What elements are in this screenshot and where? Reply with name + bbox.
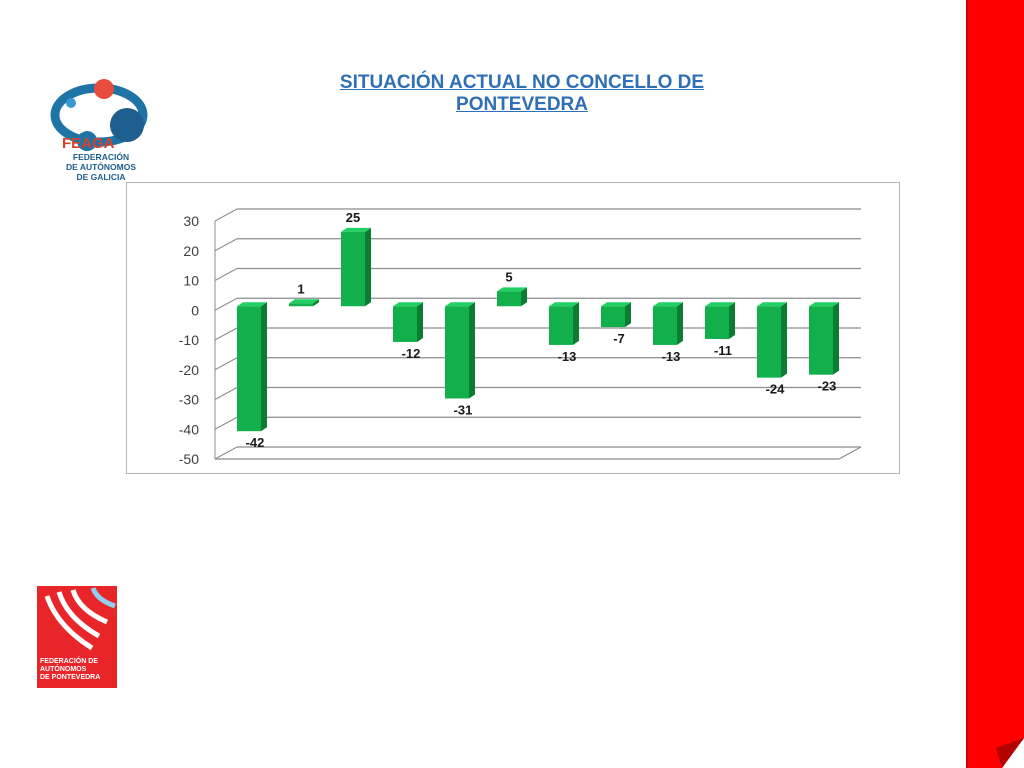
bar-top: [445, 302, 475, 307]
bar-side: [781, 302, 787, 378]
bar: [653, 306, 677, 345]
data-label: -13: [558, 349, 577, 364]
y-tick-label: -50: [179, 451, 199, 467]
bar-top: [497, 287, 527, 292]
bar: [809, 306, 833, 375]
bar-top: [393, 302, 423, 307]
feaga-subtitle-line: DE GALICIA: [76, 172, 126, 182]
gridline-diagonal: [214, 446, 238, 460]
bar: [757, 306, 781, 378]
y-tick-label: 30: [183, 213, 199, 229]
pontevedra-logo: [37, 586, 117, 688]
gridline-diagonal: [214, 416, 238, 430]
bar: [705, 306, 729, 339]
y-tick-label: -20: [179, 362, 199, 378]
bar-side: [417, 302, 423, 342]
slide-title: SITUACIÓN ACTUAL NO CONCELLO DE PONTEVED…: [339, 72, 705, 115]
data-label: 25: [346, 210, 360, 225]
y-tick-label: -10: [179, 332, 199, 348]
feaga-emblem: [50, 79, 148, 151]
gridline-diagonal: [214, 268, 238, 281]
bar-top: [809, 302, 839, 307]
y-tick-label: -30: [179, 392, 199, 408]
data-label: -31: [454, 402, 473, 417]
data-label: 5: [505, 269, 512, 284]
bar-top: [237, 302, 267, 307]
bar-side: [729, 302, 735, 339]
bar-top: [757, 302, 787, 307]
bar-top: [601, 302, 631, 307]
red-sidebar: [966, 0, 1024, 768]
y-tick-label: 10: [183, 273, 199, 289]
bar-side: [365, 227, 371, 307]
bar: [601, 306, 625, 328]
feaga-subtitle-line: FEDERACIÓN: [72, 152, 130, 162]
bar-side: [261, 302, 267, 432]
data-label: -24: [766, 382, 786, 397]
bar-side: [833, 302, 839, 375]
data-label: -23: [818, 379, 837, 394]
gridline-diagonal: [214, 327, 238, 341]
bar-side: [313, 299, 319, 307]
data-label: -42: [246, 435, 265, 450]
bar: [289, 303, 313, 307]
bar: [445, 306, 469, 399]
bar-top: [341, 227, 371, 232]
data-label: -13: [662, 349, 681, 364]
bar: [393, 306, 417, 342]
chart-frame: 30 20 10 0 -10 -20 -30 -40 -50 -42 1 25 -12 -31 5 -13 -7…: [126, 182, 900, 474]
floor-right: [838, 446, 862, 460]
y-tick-label: 20: [183, 243, 199, 259]
data-label: -11: [714, 343, 732, 358]
bar-top: [705, 302, 735, 307]
pontevedra-logo-line: AUTÓNOMOS: [40, 666, 87, 673]
pontevedra-logo-line: FEDERACIÓN DE: [40, 658, 98, 665]
bar-side: [625, 302, 631, 328]
bar: [237, 306, 261, 432]
bar-side: [677, 302, 683, 345]
gridline-diagonal: [214, 387, 238, 400]
pontevedra-logo-text: FEDERACIÓN DE AUTÓNOMOS DE PONTEVEDRA: [40, 658, 115, 682]
y-tick-label: -40: [179, 421, 199, 437]
bar-chart: 30 20 10 0 -10 -20 -30 -40 -50 -42 1 25 -12 -31 5 -13 -7…: [179, 208, 862, 467]
bar-top: [653, 302, 683, 307]
gridline-diagonal: [214, 208, 238, 222]
bar: [341, 231, 365, 307]
data-label: -7: [613, 331, 625, 346]
gridline-diagonal: [214, 238, 238, 252]
bar: [549, 306, 573, 345]
bar-side: [469, 302, 475, 399]
data-label: 1: [297, 281, 304, 296]
bar: [497, 291, 521, 307]
feaga-subtitle-line: DE AUTÓNOMOS: [65, 162, 137, 172]
feaga-name: FEAGA: [62, 135, 115, 152]
y-tick-label: 0: [191, 302, 199, 318]
gridline-diagonal: [214, 297, 238, 311]
gridline-diagonal: [214, 357, 238, 371]
bar-top: [289, 299, 319, 304]
feaga-subtitle: FEDERACIÓN DE AUTÓNOMOS DE GALICIA: [46, 152, 156, 182]
pontevedra-logo-line: DE PONTEVEDRA: [40, 674, 101, 681]
pontevedra-emblem: [44, 587, 116, 651]
bar-side: [521, 287, 527, 307]
bar-side: [573, 302, 579, 345]
data-label: -12: [402, 346, 421, 361]
bar-top: [549, 302, 579, 307]
